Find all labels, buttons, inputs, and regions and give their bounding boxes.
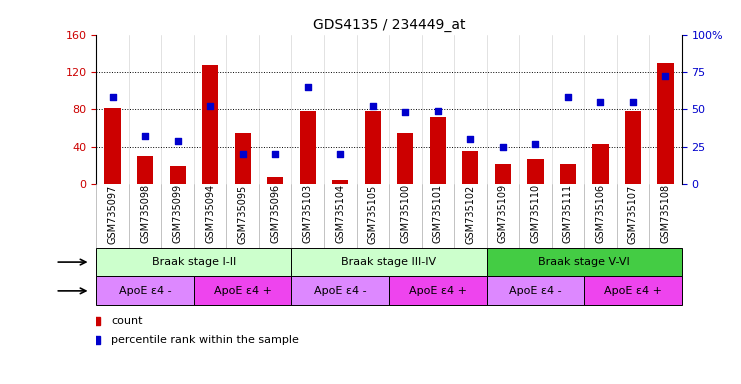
Bar: [291, 276, 389, 305]
Bar: [235, 133, 250, 184]
Text: GSM735104: GSM735104: [335, 184, 345, 243]
Bar: [104, 108, 121, 184]
Bar: [584, 276, 682, 305]
Text: Braak stage I-II: Braak stage I-II: [152, 257, 236, 267]
Bar: [299, 111, 316, 184]
Text: ApoE ε4 -: ApoE ε4 -: [509, 286, 562, 296]
Bar: [365, 111, 381, 184]
Text: ApoE ε4 +: ApoE ε4 +: [213, 286, 272, 296]
Text: GSM735102: GSM735102: [465, 184, 475, 243]
Point: [497, 144, 509, 150]
Bar: [528, 159, 543, 184]
Bar: [397, 133, 413, 184]
Text: ApoE ε4 -: ApoE ε4 -: [119, 286, 171, 296]
Text: GSM735098: GSM735098: [140, 184, 150, 243]
Bar: [291, 248, 487, 276]
Text: GSM735101: GSM735101: [433, 184, 443, 243]
Bar: [487, 248, 682, 276]
Point: [269, 151, 281, 157]
Bar: [592, 144, 608, 184]
Point: [334, 151, 346, 157]
Point: [172, 138, 184, 144]
Bar: [96, 276, 194, 305]
Text: GSM735096: GSM735096: [270, 184, 280, 243]
Point: [302, 84, 313, 90]
Text: GSM735111: GSM735111: [563, 184, 573, 243]
Point: [432, 108, 444, 114]
Text: Braak stage V-VI: Braak stage V-VI: [538, 257, 630, 267]
Point: [399, 109, 411, 116]
Bar: [267, 177, 283, 184]
Bar: [137, 156, 153, 184]
Text: GSM735095: GSM735095: [238, 184, 247, 243]
Text: GSM735100: GSM735100: [400, 184, 411, 243]
Text: ApoE ε4 +: ApoE ε4 +: [409, 286, 467, 296]
Text: GSM735110: GSM735110: [531, 184, 540, 243]
Bar: [194, 276, 291, 305]
Bar: [332, 180, 348, 184]
Text: ApoE ε4 +: ApoE ε4 +: [604, 286, 662, 296]
Point: [594, 99, 606, 105]
Text: percentile rank within the sample: percentile rank within the sample: [111, 335, 299, 345]
Point: [659, 73, 671, 79]
Text: GSM735097: GSM735097: [107, 184, 118, 243]
Point: [139, 133, 151, 139]
Text: GSM735105: GSM735105: [368, 184, 378, 243]
Text: GSM735106: GSM735106: [596, 184, 605, 243]
Bar: [96, 248, 291, 276]
Point: [205, 103, 216, 109]
Bar: [170, 166, 186, 184]
Bar: [487, 276, 584, 305]
Point: [529, 141, 541, 147]
Text: Braak stage III-IV: Braak stage III-IV: [342, 257, 436, 267]
Text: GSM735099: GSM735099: [173, 184, 182, 243]
Bar: [462, 151, 479, 184]
Text: ApoE ε4 -: ApoE ε4 -: [314, 286, 367, 296]
Bar: [389, 276, 487, 305]
Text: GSM735103: GSM735103: [303, 184, 313, 243]
Point: [236, 151, 248, 157]
Point: [367, 103, 379, 109]
Point: [562, 94, 574, 101]
Point: [107, 94, 119, 101]
Title: GDS4135 / 234449_at: GDS4135 / 234449_at: [313, 18, 465, 32]
Point: [465, 136, 476, 142]
Bar: [202, 65, 219, 184]
Bar: [657, 63, 674, 184]
Text: count: count: [111, 316, 142, 326]
Text: GSM735109: GSM735109: [498, 184, 508, 243]
Point: [627, 99, 639, 105]
Text: GSM735094: GSM735094: [205, 184, 215, 243]
Text: GSM735107: GSM735107: [628, 184, 638, 243]
Text: GSM735108: GSM735108: [660, 184, 671, 243]
Bar: [559, 164, 576, 184]
Bar: [430, 117, 446, 184]
Bar: [495, 164, 511, 184]
Bar: [625, 111, 641, 184]
